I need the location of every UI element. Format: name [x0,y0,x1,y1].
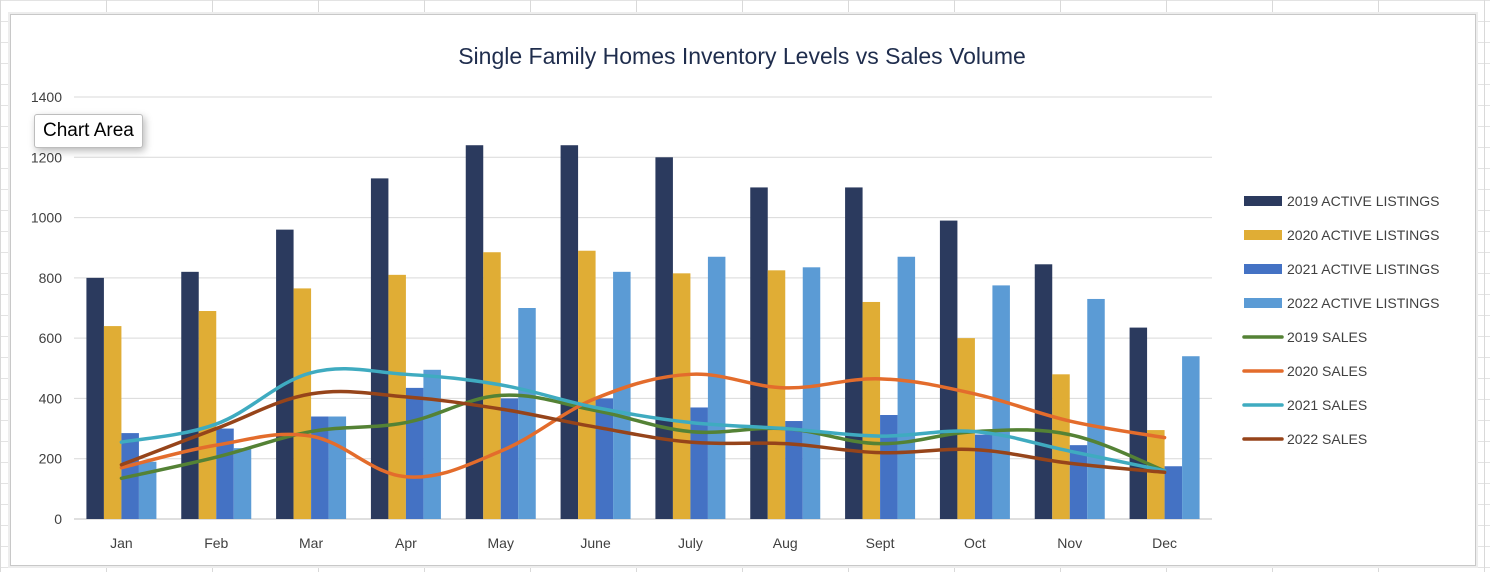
x-axis-ticks: Jan Feb Mar Apr May June July Aug Sept Oct Nov Dec [110,535,1177,551]
bar[interactable] [1182,356,1200,519]
legend-swatch [1244,298,1282,308]
bar[interactable] [845,187,863,519]
series-line[interactable] [119,372,1167,479]
chart-area[interactable] [10,14,1476,566]
legend-swatch [1244,264,1282,274]
chart-title: Single Family Homes Inventory Levels vs … [458,43,1026,69]
bar[interactable] [655,157,673,520]
bar[interactable] [595,398,614,519]
bar[interactable] [500,398,519,519]
bar[interactable] [181,271,199,519]
x-tick-label: June [580,535,611,551]
legend-label: 2020 SALES [1287,363,1367,379]
bar[interactable] [897,256,916,519]
y-tick-label: 600 [39,330,63,346]
bar[interactable] [613,271,631,519]
bar[interactable] [560,145,579,519]
x-tick-label: Jan [110,535,133,551]
series-line[interactable] [119,389,1167,475]
legend-label: 2021 ACTIVE LISTINGS [1287,261,1440,277]
y-tick-label: 1400 [31,89,62,105]
bar[interactable] [1069,445,1088,519]
bar[interactable] [862,301,881,519]
bar[interactable] [785,421,803,519]
y-tick-label: 200 [39,451,63,467]
bar[interactable] [370,178,389,519]
chart-area-tooltip: Chart Area [34,114,143,148]
bar[interactable] [328,416,347,519]
bar[interactable] [103,326,122,519]
legend-label: 2022 ACTIVE LISTINGS [1287,295,1440,311]
bar[interactable] [690,407,708,519]
bar[interactable] [1034,264,1053,519]
bar[interactable] [138,461,157,519]
bar[interactable] [311,416,329,519]
x-tick-label: Mar [299,535,323,551]
bar[interactable] [974,434,993,519]
legend-label: 2021 SALES [1287,397,1367,413]
bar[interactable] [672,273,691,519]
bar[interactable] [405,387,424,519]
y-axis-ticks: 0 200 400 600 800 1000 1200 1400 [31,89,62,527]
bar[interactable] [707,256,726,519]
x-tick-label: May [488,535,514,551]
bar[interactable] [276,229,294,519]
x-tick-label: Feb [204,535,228,551]
bar[interactable] [198,311,217,519]
bar[interactable] [802,267,821,519]
bars [86,145,1200,520]
y-tick-label: 1000 [31,210,62,226]
bar[interactable] [423,369,441,519]
bar[interactable] [767,270,786,519]
bar[interactable] [293,288,312,519]
y-tick-label: 800 [39,270,63,286]
bar[interactable] [86,277,104,519]
legend-label: 2019 ACTIVE LISTINGS [1287,193,1440,209]
y-tick-label: 0 [54,511,62,527]
sales-lines [119,367,1167,481]
bar[interactable] [1147,430,1165,519]
legend-label: 2019 SALES [1287,329,1367,345]
legend-label: 2020 ACTIVE LISTINGS [1287,227,1440,243]
x-tick-label: July [678,535,703,551]
bar[interactable] [1164,466,1183,519]
bar[interactable] [465,145,484,519]
bar[interactable] [939,220,958,520]
x-tick-label: Nov [1057,535,1082,551]
bar[interactable] [880,415,898,519]
x-tick-label: Dec [1152,535,1177,551]
bar[interactable] [1052,374,1070,519]
y-tick-label: 400 [39,390,63,406]
legend-label: 2022 SALES [1287,431,1367,447]
legend-swatch [1244,230,1282,240]
y-tick-label: 1200 [31,149,62,165]
bar[interactable] [1087,298,1105,519]
bar[interactable] [1129,327,1148,519]
x-tick-label: Sept [866,535,895,551]
bar[interactable] [957,338,975,519]
legend: 2019 ACTIVE LISTINGS 2020 ACTIVE LISTINGS… [1242,193,1440,447]
series-line[interactable] [119,393,1167,481]
bar[interactable] [233,448,252,519]
bar[interactable] [578,250,596,519]
legend-swatch [1244,196,1282,206]
gridlines [74,96,1212,520]
bar[interactable] [216,428,234,519]
x-tick-label: Aug [773,535,798,551]
series-line[interactable] [119,367,1167,473]
bar[interactable] [750,187,768,519]
x-tick-label: Oct [964,535,986,551]
x-tick-label: Apr [395,535,417,551]
